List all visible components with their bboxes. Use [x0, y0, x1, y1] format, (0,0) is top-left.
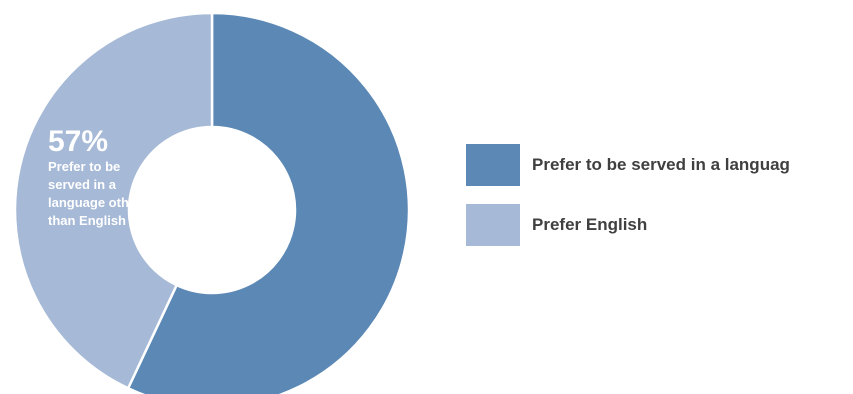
legend-swatch-other-language — [466, 144, 520, 186]
legend-label-english: Prefer English — [532, 215, 648, 234]
legend-item-other-language: Prefer to be served in a languag — [466, 144, 853, 186]
donut-slice-0 — [126, 11, 411, 394]
legend-item-english: Prefer English — [466, 204, 853, 246]
legend: Prefer to be served in a languag Prefer … — [466, 144, 853, 264]
legend-label-other-language: Prefer to be served in a languag — [532, 155, 790, 174]
donut-slice-1 — [13, 11, 214, 390]
slice-data-label-value: 57% — [48, 125, 109, 158]
legend-swatch-english — [466, 204, 520, 246]
slice-data-label: 57% Prefer to be served in a language ot… — [48, 126, 144, 230]
slice-data-label-text: Prefer to be served in a language other … — [48, 159, 142, 228]
